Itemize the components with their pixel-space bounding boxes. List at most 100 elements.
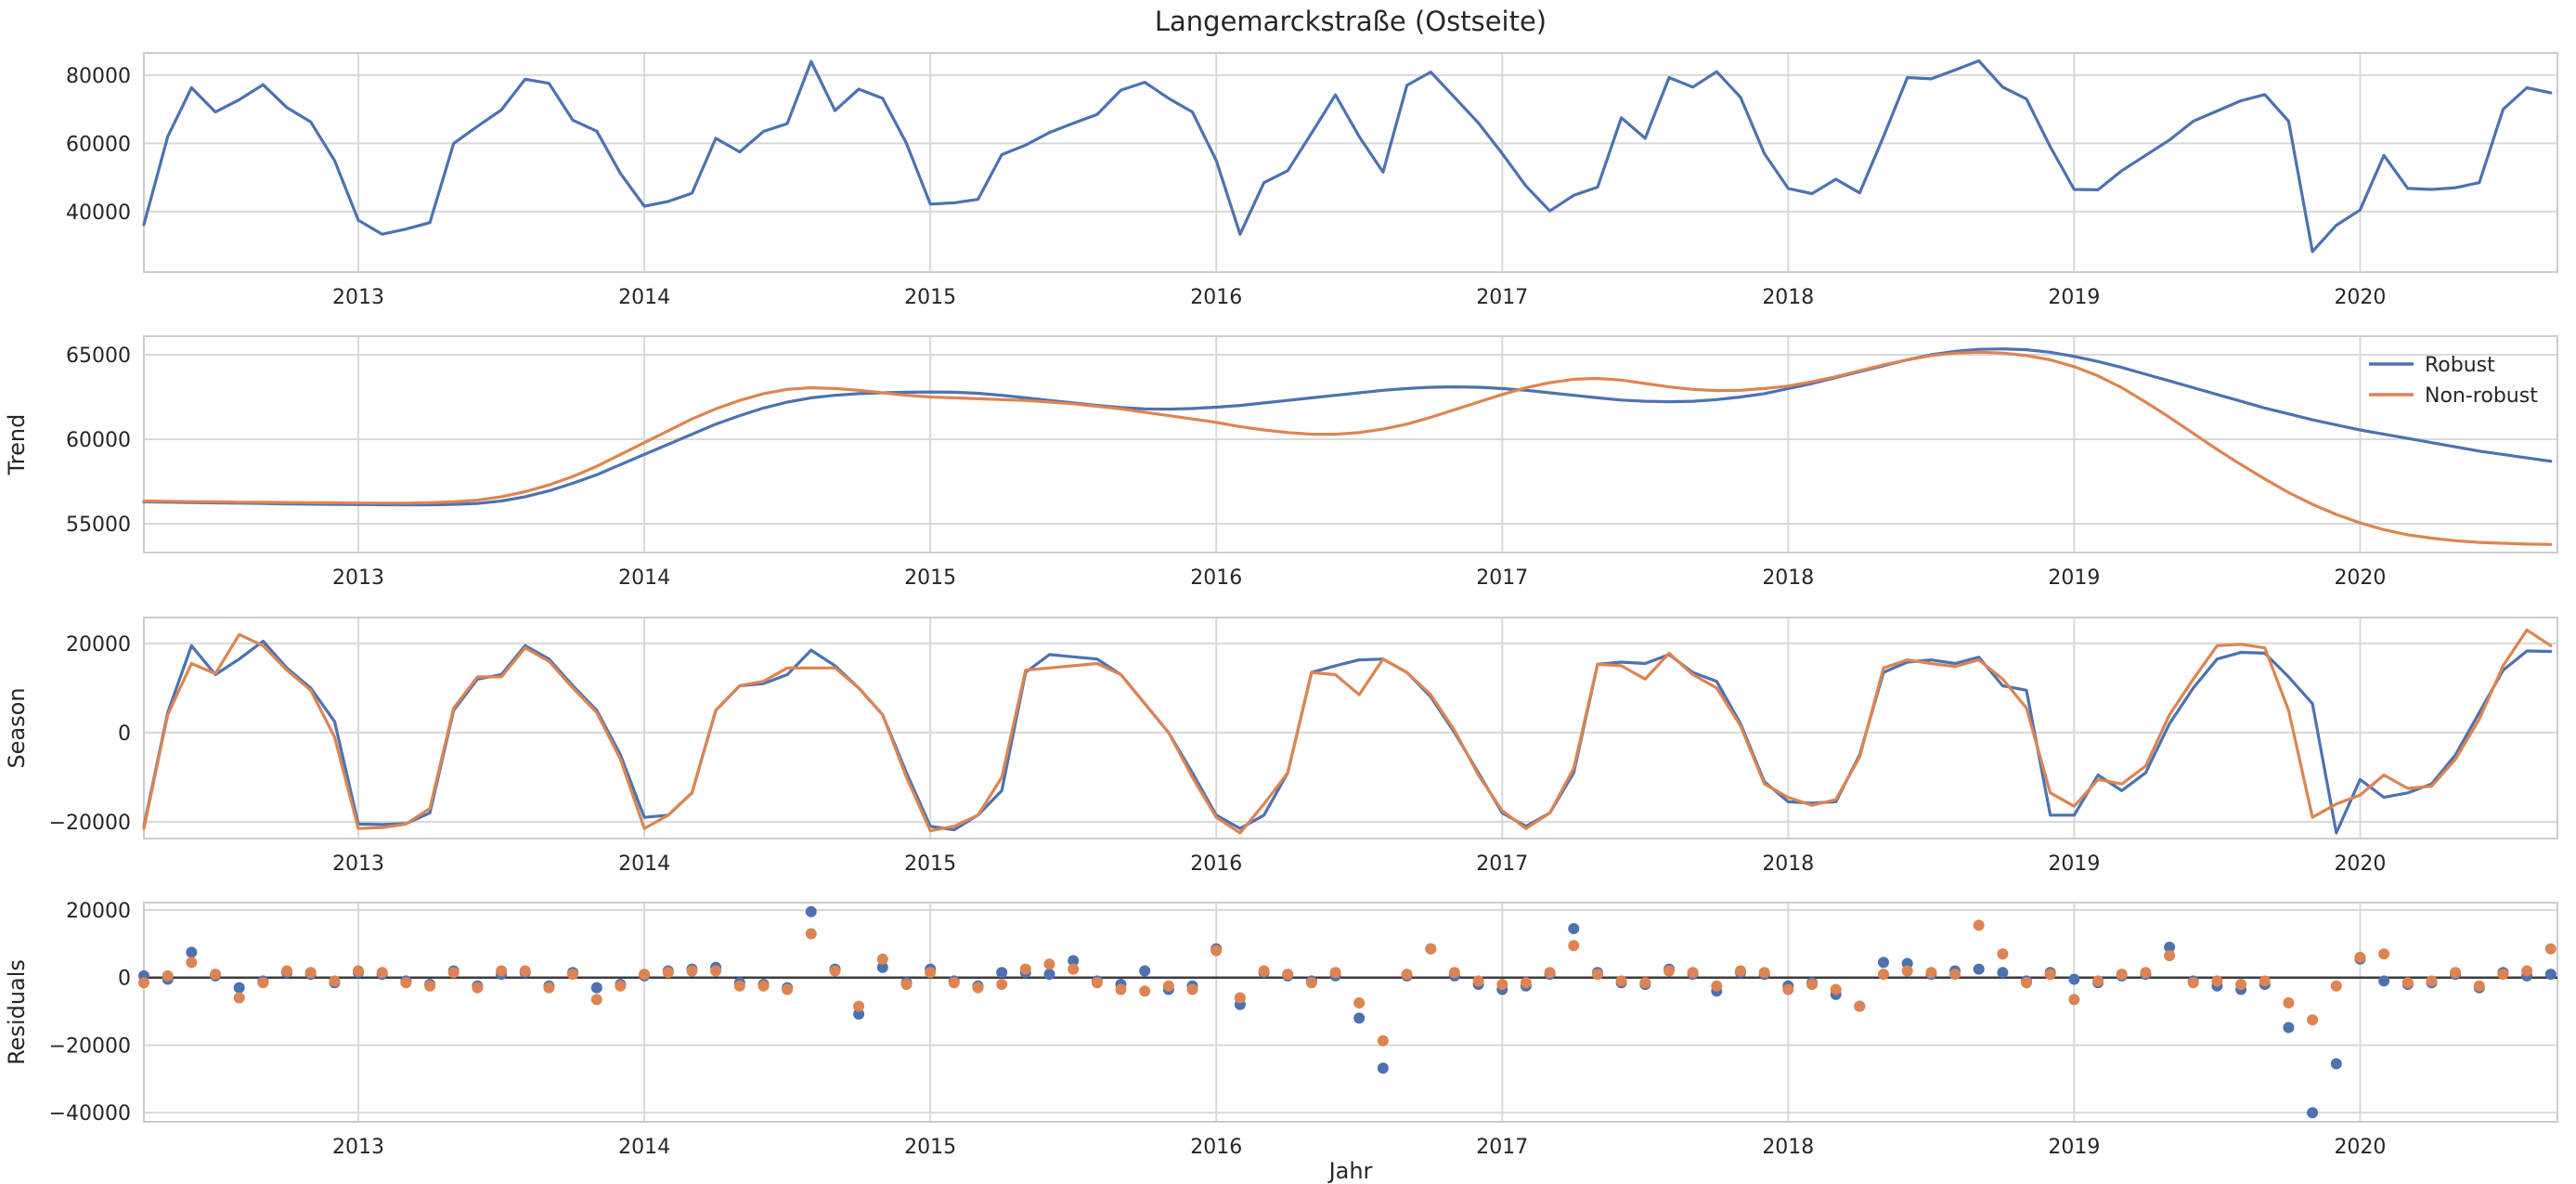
panel-observed: 40000 60000 80000 2013 2014 2015 2016 2017 2018 2… <box>66 52 2558 309</box>
residual-point <box>925 967 937 979</box>
residual-point <box>1854 1000 1866 1012</box>
residual-point <box>186 946 198 958</box>
residual-point <box>1068 955 1080 967</box>
residual-point <box>304 967 317 979</box>
line-series-non-robust <box>142 628 2553 835</box>
residual-point <box>1305 977 1317 989</box>
residual-point <box>1568 923 1580 934</box>
x-tick-label: 2014 <box>618 286 670 309</box>
y-tick-label: 60000 <box>66 429 131 452</box>
x-tick-label: 2019 <box>2048 852 2100 876</box>
residual-point <box>1377 1062 1389 1074</box>
residual-point <box>1329 967 1341 979</box>
residual-point <box>1878 969 1889 981</box>
residual-point <box>186 956 198 969</box>
residual-point <box>1568 940 1580 952</box>
residual-point <box>424 980 436 992</box>
residual-point <box>996 967 1008 979</box>
y-tick-label: 80000 <box>66 65 131 88</box>
residual-point <box>257 977 269 989</box>
residual-point <box>2544 943 2557 955</box>
residual-point <box>2092 975 2104 987</box>
x-tick-label: 2015 <box>904 852 956 876</box>
panel-spines <box>143 52 2558 273</box>
x-tick-label: 2013 <box>332 286 384 309</box>
residual-point <box>472 982 484 994</box>
panel-trend: 55000 60000 65000 2013 2014 2015 2016 2017 2018 2… <box>4 335 2558 590</box>
residual-point <box>2307 1107 2319 1119</box>
residual-point <box>1496 979 1508 990</box>
residual-point <box>2164 950 2176 962</box>
y-axis-label-residuals: Residuals <box>4 959 30 1065</box>
x-tick-label: 2015 <box>904 286 956 309</box>
x-tick-label: 2020 <box>2334 566 2386 590</box>
residual-point <box>876 953 888 965</box>
residual-point <box>2283 1021 2295 1034</box>
residual-point <box>1687 967 1699 979</box>
y-tick-label: 20000 <box>66 633 131 657</box>
residual-point <box>2140 967 2152 979</box>
residual-point <box>1758 967 1770 979</box>
residual-point <box>1234 992 1246 1004</box>
residual-point <box>1997 967 2009 979</box>
residual-point <box>2044 969 2056 981</box>
residual-point <box>1353 997 1366 1008</box>
x-tick-label: 2013 <box>332 1136 384 1159</box>
residual-point <box>710 965 722 977</box>
residual-point <box>853 1008 865 1020</box>
residual-point <box>757 980 770 992</box>
panel-residuals: 20000 0 −20000 −40000 2013 2014 2015 2016 2017 20… <box>4 900 2558 1159</box>
line-series-observed <box>142 59 2553 254</box>
x-axis-label: Jahr <box>1328 1158 1373 1184</box>
residual-point <box>590 994 602 1006</box>
residual-point <box>1043 958 1055 970</box>
x-tick-label: 2020 <box>2334 286 2386 309</box>
residual-point <box>1043 969 1055 981</box>
residual-point <box>829 965 841 977</box>
residual-point <box>1997 948 2009 960</box>
y-tick-label: 65000 <box>66 345 131 368</box>
residual-point <box>2307 1014 2319 1026</box>
residual-point <box>1949 969 1961 981</box>
residual-point <box>2354 951 2366 963</box>
x-tick-label: 2014 <box>618 852 670 876</box>
residual-point <box>1139 965 1151 977</box>
x-tick-label: 2019 <box>2048 566 2100 590</box>
panel-season: −20000 0 20000 2013 2014 2015 2016 2017 2018 2019… <box>4 617 2558 876</box>
y-tick-label: 0 <box>118 722 131 746</box>
residual-point <box>639 969 651 981</box>
residual-point <box>2259 975 2271 987</box>
residual-point <box>2211 975 2223 987</box>
residual-point <box>2401 977 2414 989</box>
residual-point <box>1353 1012 1366 1024</box>
residual-point <box>805 905 817 917</box>
residual-point <box>1639 977 1651 989</box>
chart-title: Langemarckstraße (Ostseite) <box>1154 6 1547 37</box>
x-tick-label: 2016 <box>1190 286 1242 309</box>
residual-point <box>2330 1058 2342 1070</box>
residual-point <box>900 979 913 990</box>
residual-point <box>2187 977 2199 989</box>
residual-point <box>1806 979 1818 990</box>
residual-point <box>138 977 149 989</box>
residual-point <box>1592 969 1603 981</box>
line-series-robust <box>142 347 2553 507</box>
legend: Robust Non-robust <box>2369 354 2538 408</box>
residual-point <box>948 977 960 989</box>
residual-point <box>1711 980 1723 992</box>
residual-point <box>2544 969 2557 981</box>
residual-point <box>853 1000 865 1012</box>
residual-point <box>519 965 531 977</box>
residual-point <box>1973 963 1985 975</box>
x-tick-label: 2019 <box>2048 286 2100 309</box>
residual-point <box>567 969 579 981</box>
residual-point <box>2235 979 2247 990</box>
residual-point <box>1735 965 1746 977</box>
x-tick-label: 2019 <box>2048 1136 2100 1159</box>
residual-point <box>2426 975 2438 987</box>
residual-point <box>1258 965 1270 977</box>
residual-point <box>1830 983 1842 995</box>
y-tick-label: 55000 <box>66 514 131 537</box>
residual-point <box>233 992 245 1004</box>
residual-point <box>496 965 508 977</box>
